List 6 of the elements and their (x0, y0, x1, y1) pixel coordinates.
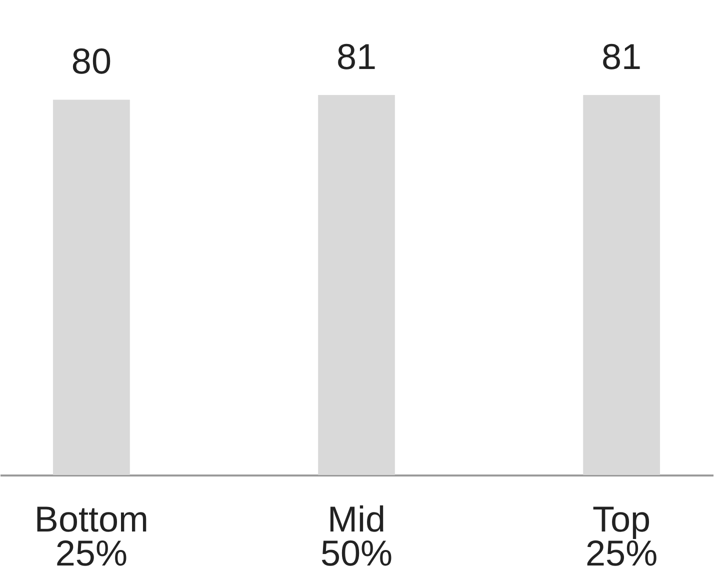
x-tick-label: Mid 50% (320, 498, 393, 574)
x-tick-label: Top 25% (586, 498, 658, 574)
data-label: 80 (71, 40, 112, 82)
data-label: 81 (336, 36, 377, 77)
x-tick-label: Bottom 25% (34, 498, 148, 574)
data-label: 81 (602, 36, 642, 77)
